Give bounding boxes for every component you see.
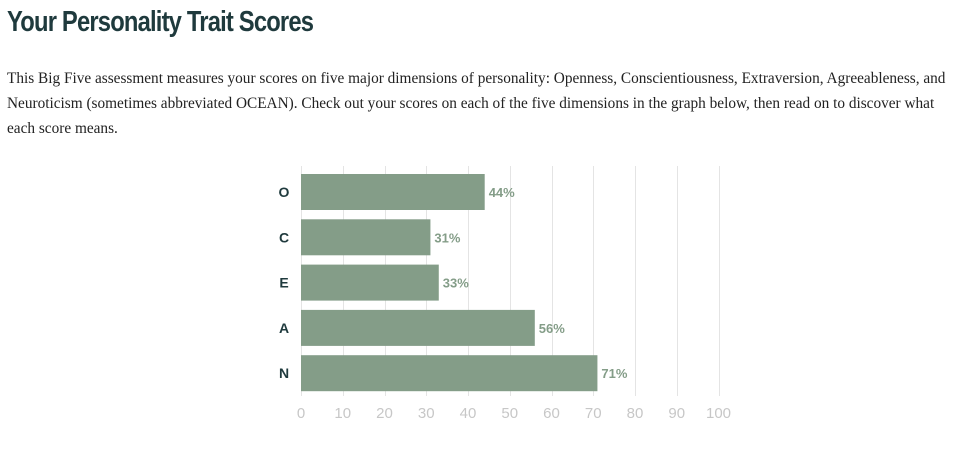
page-title: Your Personality Trait Scores [7, 6, 314, 38]
x-tick-label-80: 80 [627, 405, 644, 422]
x-tick-label-100: 100 [706, 405, 731, 422]
category-label-c: C [279, 229, 289, 245]
category-label-e: E [279, 275, 288, 291]
value-label-e: 33% [443, 276, 469, 291]
labels: 0 10 20 30 40 50 60 70 80 90 100 O 44% C 31% E 33% A 56% N 7… [279, 184, 731, 422]
x-tick-label-30: 30 [418, 405, 435, 422]
x-tick-label-90: 90 [668, 405, 685, 422]
x-tick-label-40: 40 [460, 405, 477, 422]
intro-paragraph: This Big Five assessment measures your s… [7, 70, 946, 137]
bar-a [301, 309, 535, 346]
bar-e [301, 264, 439, 301]
value-label-o: 44% [489, 185, 515, 200]
x-tick-label-10: 10 [334, 405, 351, 422]
bar-n [301, 355, 598, 392]
x-tick-label-0: 0 [297, 405, 305, 422]
x-tick-label-50: 50 [501, 405, 518, 422]
x-tick-label-20: 20 [376, 405, 393, 422]
category-label-a: A [279, 320, 289, 336]
value-label-n: 71% [601, 366, 627, 381]
value-label-c: 31% [434, 230, 460, 245]
bars [301, 174, 598, 392]
category-label-n: N [279, 365, 289, 381]
value-label-a: 56% [539, 321, 565, 336]
x-tick-label-70: 70 [585, 405, 602, 422]
bar-o [301, 174, 485, 210]
category-label-o: O [279, 184, 290, 200]
x-tick-label-60: 60 [543, 405, 560, 422]
bar-c [301, 219, 431, 256]
